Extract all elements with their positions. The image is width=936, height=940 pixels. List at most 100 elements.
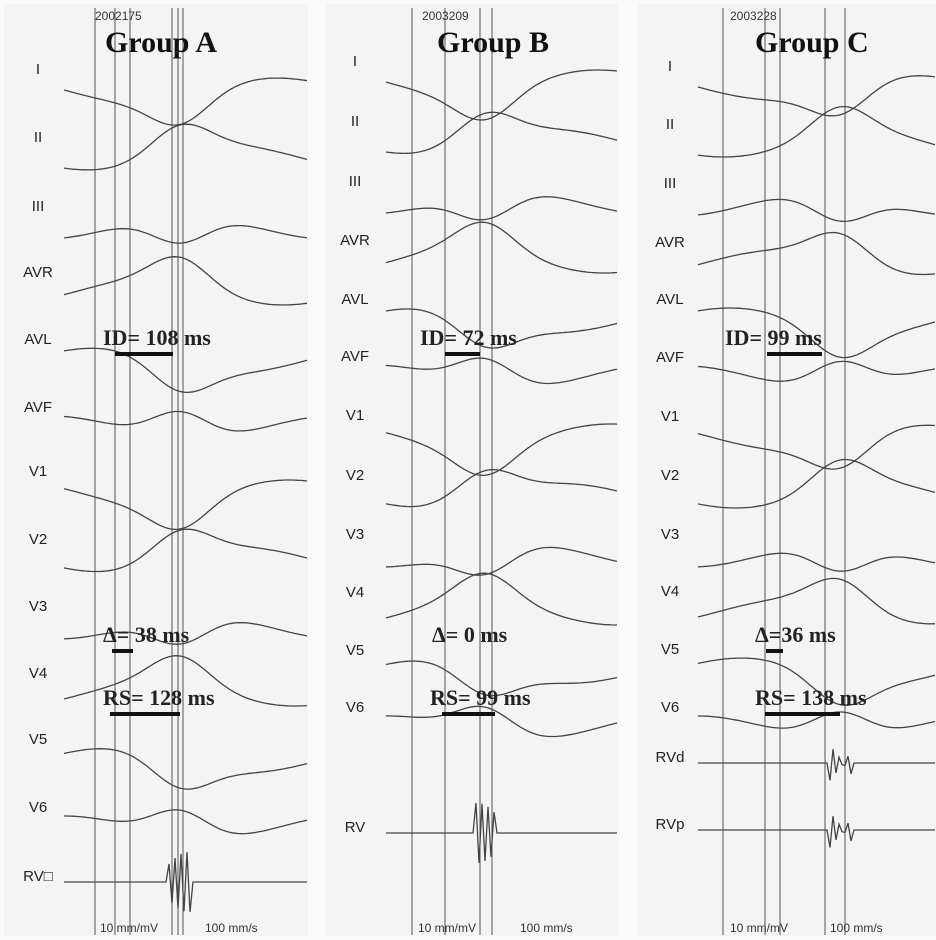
lead-label: AVF (656, 349, 684, 366)
ecg-trace (63, 621, 308, 645)
ecg-trace (63, 410, 308, 432)
ecg-trace (698, 711, 936, 729)
lead-label: RVd (656, 749, 685, 766)
lead-label: V1 (346, 407, 364, 424)
lead-label: III (664, 175, 677, 192)
lead-label: II (351, 113, 359, 130)
gain-label: 10 mm/mV (730, 921, 788, 935)
ecg-trace (697, 657, 936, 706)
annotation: RS= 128 ms (103, 685, 215, 710)
ecg-trace (385, 111, 618, 155)
lead-label: V1 (29, 463, 47, 480)
ecg-trace (63, 479, 308, 531)
ecg-trace (64, 809, 308, 835)
ecg-trace (697, 198, 936, 223)
lead-label: V2 (29, 531, 47, 548)
panel-bg (326, 4, 618, 936)
ecg-trace (385, 357, 618, 385)
lead-label: I (668, 58, 672, 75)
lead-label: V4 (661, 583, 679, 600)
lead-label: V6 (29, 799, 47, 816)
annotation: RS= 99 ms (430, 685, 531, 710)
panel-title: Group C (755, 26, 869, 59)
record-id: 2003209 (422, 9, 469, 23)
ecg-trace (385, 196, 618, 221)
lead-label: V5 (661, 641, 679, 658)
annotation: Δ= 38 ms (103, 622, 190, 647)
lead-label: II (34, 129, 42, 146)
ecg-trace (698, 749, 935, 781)
gain-label: 10 mm/mV (100, 921, 158, 935)
ecg-trace (698, 816, 935, 848)
ecg-trace (385, 546, 618, 576)
ecg-trace (697, 552, 936, 572)
ecg-trace (697, 360, 936, 382)
annotation: RS= 138 ms (755, 685, 867, 710)
lead-label: RV□ (23, 868, 53, 885)
ecg-trace (63, 347, 308, 394)
ecg-trace (64, 852, 307, 912)
lead-label: V6 (346, 699, 364, 716)
lead-label: V4 (346, 584, 364, 601)
ecg-trace (63, 256, 308, 306)
ecg-trace (385, 572, 617, 626)
ecg-trace (697, 307, 936, 359)
lead-label: AVF (24, 399, 52, 416)
annotation: Δ= 0 ms (432, 622, 508, 647)
ecg-trace (697, 75, 936, 117)
lead-label: V3 (346, 526, 364, 543)
annotation: ID= 108 ms (103, 325, 211, 350)
ecg-trace (697, 105, 936, 158)
ecg-trace (385, 308, 618, 349)
annotation: Δ=36 ms (755, 622, 836, 647)
speed-label: 100 mm/s (205, 921, 258, 935)
lead-label: V3 (661, 526, 679, 543)
lead-label: V5 (346, 642, 364, 659)
ecg-trace (697, 458, 936, 509)
annotation: ID= 99 ms (725, 325, 822, 350)
ecg-trace (385, 469, 618, 508)
lead-label: I (353, 53, 357, 70)
ecg-trace (385, 660, 618, 697)
panel-bg (638, 4, 936, 936)
panel-title: Group B (437, 26, 549, 59)
lead-label: RVp (656, 816, 685, 833)
ecg-trace (63, 77, 308, 126)
panel-bg (4, 4, 308, 936)
lead-label: AVR (340, 232, 370, 249)
ecg-trace (63, 528, 308, 573)
lead-label: V2 (661, 467, 679, 484)
lead-label: AVL (24, 331, 51, 348)
speed-label: 100 mm/s (520, 921, 573, 935)
lead-label: III (32, 198, 45, 215)
lead-label: RV (345, 819, 366, 836)
lead-label: AVR (23, 264, 53, 281)
lead-label: AVF (341, 348, 369, 365)
lead-label: III (349, 173, 362, 190)
lead-label: II (666, 116, 674, 133)
record-id: 2003228 (730, 9, 777, 23)
lead-label: V2 (346, 467, 364, 484)
ecg-trace (63, 224, 308, 244)
ecg-trace (63, 655, 308, 707)
lead-label: I (36, 61, 40, 78)
annotation: ID= 72 ms (420, 325, 517, 350)
ecg-trace (63, 123, 308, 171)
lead-label: V3 (29, 598, 47, 615)
lead-label: V5 (29, 731, 47, 748)
lead-label: AVR (655, 234, 685, 251)
lead-label: V1 (661, 408, 679, 425)
ecg-trace (385, 221, 618, 274)
lead-label: V4 (29, 665, 47, 682)
ecg-trace (386, 705, 618, 738)
lead-label: AVL (341, 291, 368, 308)
lead-label: V6 (661, 699, 679, 716)
ecg-trace (385, 69, 618, 121)
ecg-trace (697, 231, 936, 276)
speed-label: 100 mm/s (830, 921, 883, 935)
ecg-trace (386, 802, 617, 863)
ecg-trace (385, 423, 618, 477)
panel-title: Group A (105, 26, 217, 59)
record-id: 2002175 (95, 9, 142, 23)
